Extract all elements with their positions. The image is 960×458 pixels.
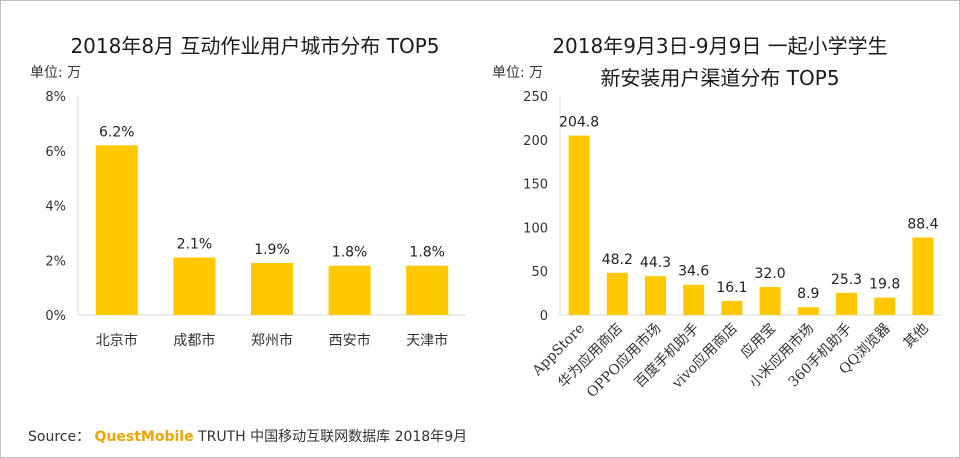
right-category-label: 其他 — [901, 321, 932, 352]
left-y-tick-label: 4% — [45, 200, 66, 215]
right-bar — [721, 300, 743, 315]
right-bar — [645, 276, 666, 315]
right-y-tick-label: 150 — [523, 178, 548, 193]
right-bar — [874, 297, 896, 315]
left-data-label: 1.9% — [254, 242, 290, 258]
left-category-label: 天津市 — [406, 332, 448, 349]
left-chart-title: 2018年8月 互动作业用户城市分布 TOP5 — [70, 34, 440, 58]
right-chart-title-line2: 新安装用户渠道分布 TOP5 — [600, 66, 840, 90]
left-bar — [406, 265, 449, 315]
right-y-tick-label: 100 — [523, 221, 548, 236]
left-y-tick-label: 0% — [45, 309, 66, 324]
left-unit-label: 单位: 万 — [30, 65, 82, 81]
right-bar — [606, 272, 628, 315]
right-y-tick-label: 0 — [540, 309, 548, 324]
right-data-label: 88.4 — [907, 217, 938, 233]
left-bar — [95, 145, 138, 315]
right-data-label: 16.1 — [716, 280, 747, 296]
right-data-label: 32.0 — [755, 266, 786, 282]
left-data-label: 1.8% — [409, 245, 445, 261]
right-data-label: 34.6 — [678, 264, 709, 280]
left-category-label: 北京市 — [96, 332, 138, 349]
right-data-label: 25.3 — [831, 272, 862, 288]
source-note: Source： QuestMobile TRUTH 中国移动互联网数据库 201… — [28, 426, 467, 446]
left-bar — [173, 257, 216, 315]
right-data-label: 44.3 — [640, 255, 671, 271]
left-category-label: 西安市 — [329, 332, 371, 349]
source-brand: QuestMobile — [94, 429, 194, 445]
left-y-tick-label: 6% — [45, 145, 66, 160]
right-bar — [683, 284, 705, 315]
right-y-tick-label: 200 — [523, 134, 548, 149]
source-rest: TRUTH 中国移动互联网数据库 2018年9月 — [198, 429, 468, 445]
left-category-label: 郑州市 — [251, 332, 293, 349]
right-data-label: 48.2 — [602, 252, 633, 268]
right-bar — [759, 286, 781, 315]
left-data-label: 2.1% — [177, 237, 213, 253]
source-prefix: Source： — [28, 429, 91, 445]
left-bar — [328, 265, 371, 315]
right-chart-title-line1: 2018年9月3日-9月9日 一起小学学生 — [552, 34, 888, 58]
right-data-label: 8.9 — [797, 286, 819, 302]
right-bar — [836, 292, 857, 315]
right-bar — [568, 135, 590, 315]
left-data-label: 1.8% — [332, 245, 368, 261]
right-data-label: 204.8 — [559, 115, 599, 131]
left-bar — [251, 262, 293, 315]
right-category-label: vivo应用商店 — [668, 320, 741, 393]
right-y-tick-label: 250 — [523, 90, 548, 105]
left-y-tick-label: 2% — [45, 254, 66, 269]
right-bar — [912, 237, 934, 315]
left-y-tick-label: 8% — [45, 90, 66, 105]
right-data-label: 19.8 — [869, 277, 900, 293]
right-bar — [797, 307, 819, 315]
right-y-tick-label: 50 — [531, 265, 548, 280]
left-data-label: 6.2% — [99, 124, 135, 140]
left-category-label: 成都市 — [173, 332, 215, 349]
right-unit-label: 单位: 万 — [492, 65, 544, 81]
